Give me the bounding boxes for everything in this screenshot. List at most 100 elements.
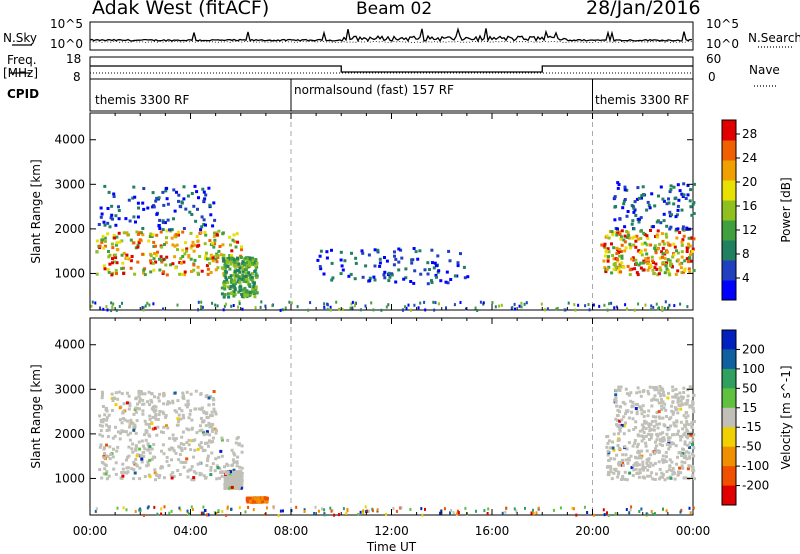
- echo-cell: [638, 468, 642, 472]
- nsky-label: N.Sky: [3, 31, 38, 45]
- echo-cell: [248, 496, 252, 500]
- echo-cell: [372, 308, 375, 312]
- echo-cell: [651, 450, 655, 453]
- echo-cell: [637, 302, 640, 306]
- echo-cell: [132, 185, 136, 189]
- echo-cell: [190, 244, 194, 248]
- echo-cell: [171, 433, 175, 437]
- echo-cell: [555, 307, 558, 311]
- echo-cell: [638, 251, 642, 254]
- echo-cell: [136, 260, 140, 264]
- echo-cell: [688, 506, 691, 510]
- echo-cell: [661, 416, 665, 420]
- echo-cell: [633, 200, 637, 204]
- echo-cell: [691, 202, 695, 206]
- echo-cell: [677, 198, 681, 202]
- echo-cell: [670, 469, 674, 473]
- echo-cell: [614, 393, 618, 397]
- echo-cell: [635, 410, 639, 414]
- echo-cell: [661, 460, 665, 464]
- echo-cell: [195, 190, 199, 194]
- echo-cell: [624, 387, 628, 391]
- echo-cell: [182, 260, 186, 264]
- echo-cell: [216, 255, 220, 259]
- echo-cell: [609, 465, 613, 469]
- echo-cell: [632, 210, 636, 214]
- echo-cell: [172, 217, 175, 221]
- echo-cell: [212, 436, 215, 440]
- echo-cell: [633, 267, 637, 271]
- echo-cell: [138, 238, 142, 242]
- echo-cell: [635, 445, 639, 449]
- echo-cell: [244, 271, 248, 275]
- echo-cell: [692, 201, 696, 205]
- echo-cell: [150, 422, 154, 425]
- echo-cell: [107, 428, 111, 432]
- y-tick-label: 4000: [54, 338, 85, 352]
- echo-cell: [392, 506, 395, 510]
- echo-cell: [523, 302, 526, 306]
- echo-cell: [100, 390, 104, 394]
- echo-cell: [671, 400, 675, 404]
- echo-cell: [680, 435, 684, 439]
- echo-cell: [617, 446, 621, 450]
- y-axis-label: Slant Range [km]: [29, 364, 43, 468]
- echo-cell: [642, 415, 646, 418]
- echo-cell: [424, 507, 426, 511]
- echo-cell: [202, 190, 206, 194]
- echo-cell: [689, 386, 693, 390]
- echo-cell: [646, 422, 650, 426]
- colorbar-label: Velocity [m s^-1]: [779, 365, 793, 469]
- echo-cell: [243, 287, 247, 291]
- colorbar-swatch: [722, 349, 736, 370]
- echo-cell: [117, 231, 121, 235]
- echo-cell: [648, 465, 652, 468]
- echo-cell: [685, 250, 689, 253]
- echo-cell: [663, 478, 667, 482]
- echo-cell: [646, 468, 650, 472]
- echo-cell: [632, 227, 636, 231]
- echo-cell: [664, 455, 668, 459]
- echo-cell: [237, 443, 241, 447]
- echo-cell: [691, 452, 694, 456]
- echo-cell: [366, 509, 369, 513]
- echo-cell: [646, 474, 650, 478]
- echo-cell: [618, 263, 622, 267]
- echo-cell: [651, 397, 655, 401]
- echo-cell: [119, 431, 123, 435]
- echo-cell: [148, 425, 151, 429]
- echo-cell: [682, 193, 686, 197]
- echo-cell: [666, 476, 670, 480]
- echo-cell: [390, 273, 394, 277]
- echo-cell: [127, 454, 131, 458]
- nave-tick-bottom: 0: [708, 70, 716, 84]
- echo-cell: [230, 249, 234, 253]
- echo-cell: [685, 450, 689, 454]
- echo-cell: [631, 219, 635, 223]
- echo-cell: [666, 396, 670, 400]
- echo-cell: [279, 509, 282, 513]
- echo-cell: [633, 208, 637, 212]
- echo-cell: [650, 255, 654, 259]
- echo-cell: [223, 279, 227, 283]
- echo-cell: [642, 259, 646, 263]
- time-axis: 00:00 04:00 08:00 12:00 16:00 20:00 00:00Time …: [73, 524, 711, 554]
- echo-cell: [621, 477, 625, 481]
- echo-cell: [691, 464, 694, 468]
- echo-cell: [204, 233, 208, 237]
- echo-cell: [253, 288, 257, 292]
- echo-cell: [323, 513, 326, 517]
- echo-cell: [686, 414, 690, 418]
- echo-cell: [421, 513, 424, 517]
- echo-cell: [232, 460, 236, 464]
- echo-cell: [647, 409, 651, 413]
- nave-label: Nave: [749, 63, 780, 77]
- echo-cell: [175, 243, 179, 247]
- echo-cell: [231, 458, 235, 462]
- echo-cell: [223, 287, 227, 291]
- echo-cell: [505, 506, 508, 510]
- echo-cell: [229, 275, 233, 279]
- echo-cell: [140, 392, 144, 396]
- echo-cell: [628, 273, 632, 277]
- echo-cell: [665, 224, 669, 228]
